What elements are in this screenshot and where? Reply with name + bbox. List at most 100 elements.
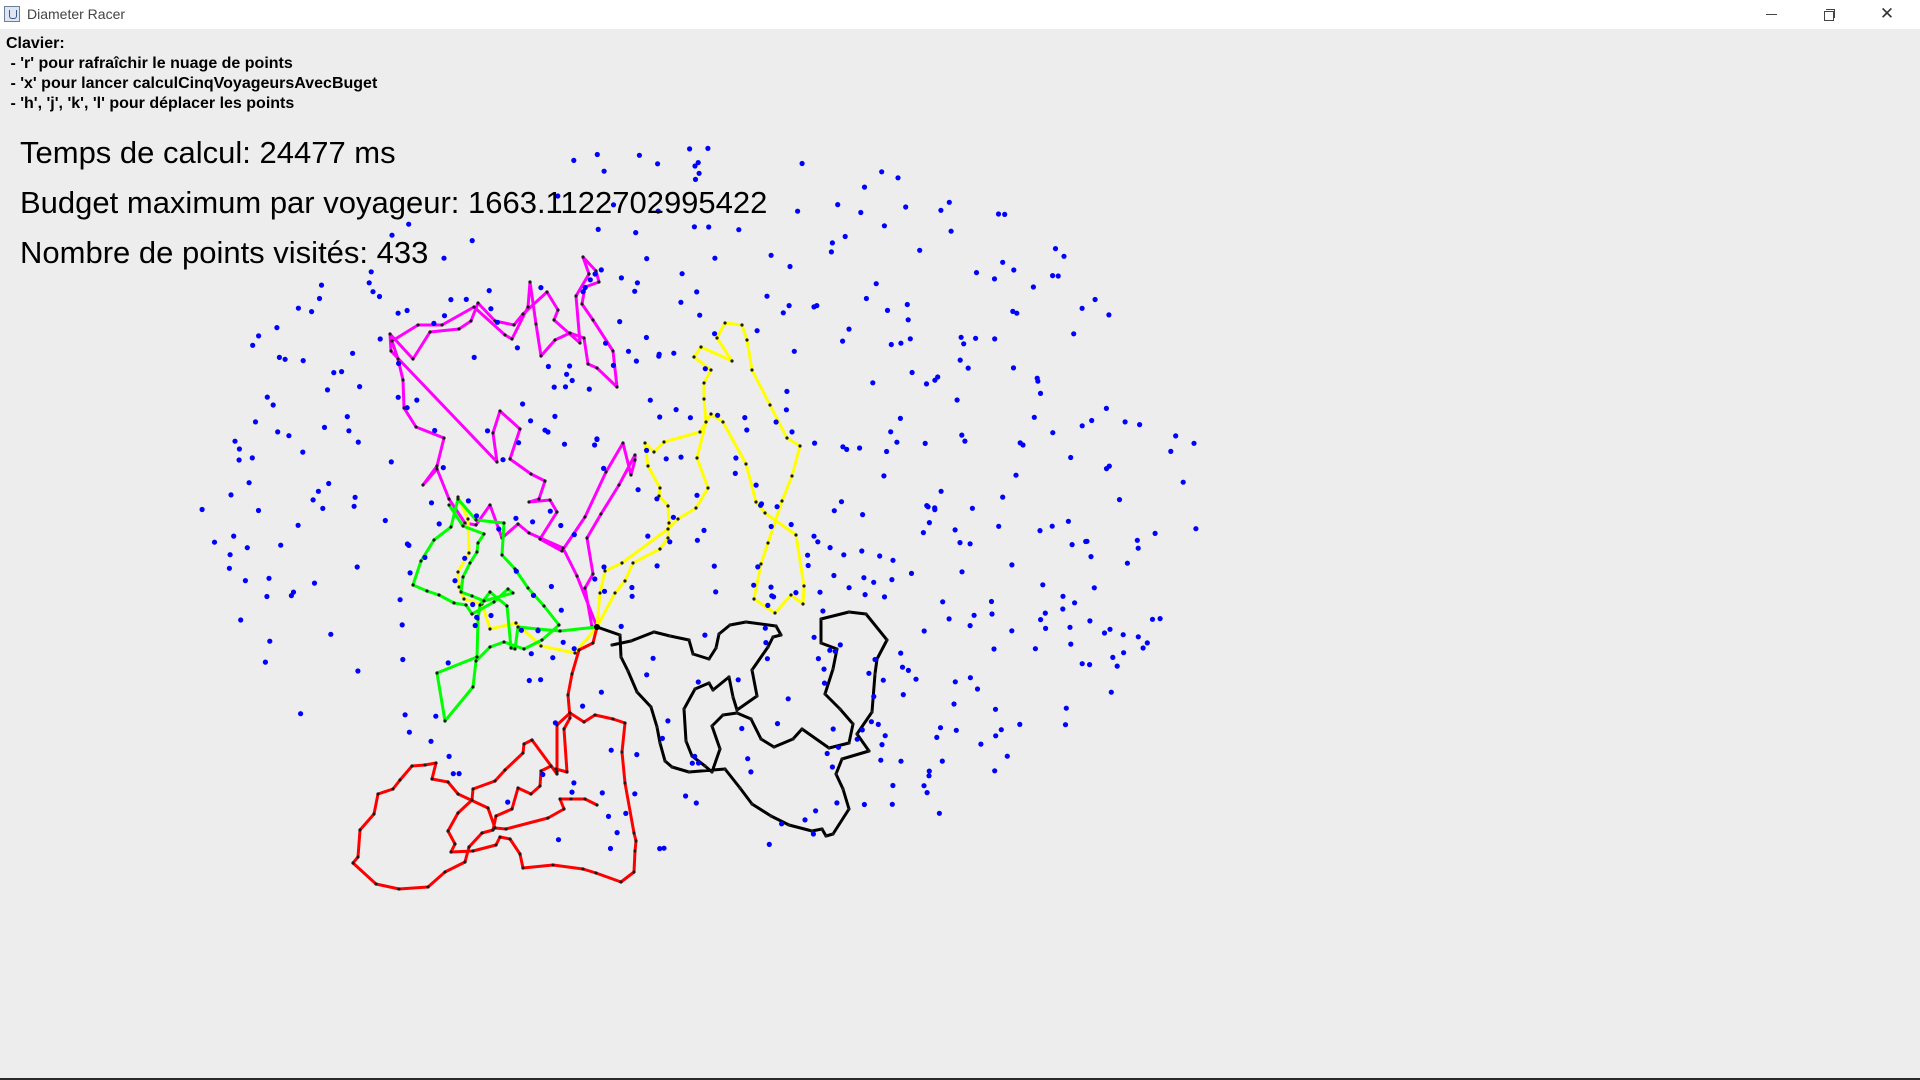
cloud-point — [921, 783, 927, 789]
cloud-point — [355, 439, 361, 445]
cloud-point — [1173, 433, 1179, 439]
route-vertex — [855, 732, 859, 736]
route-vertex — [470, 594, 474, 598]
cloud-point — [406, 221, 412, 227]
cloud-point — [1087, 662, 1093, 668]
cloud-point — [1106, 312, 1112, 318]
cloud-point — [712, 331, 718, 337]
cloud-point — [952, 527, 958, 533]
maximize-button[interactable] — [1800, 0, 1858, 29]
route-vertex — [711, 688, 715, 692]
route-vertex — [494, 814, 498, 818]
cloud-point — [654, 563, 660, 569]
route-vertex — [864, 612, 868, 616]
route-vertex — [693, 687, 697, 691]
route-vertex — [560, 549, 564, 553]
cloud-point — [846, 585, 852, 591]
route-vertex — [727, 675, 731, 679]
route-vertex — [440, 323, 444, 327]
route-vertex — [500, 553, 504, 557]
cloud-point — [226, 565, 232, 571]
cloud-point — [1107, 626, 1113, 632]
route-vertex — [472, 305, 476, 309]
route-vertex — [735, 708, 739, 712]
cloud-point — [256, 333, 262, 339]
cloud-point — [567, 363, 573, 369]
cloud-point — [1180, 479, 1186, 485]
route-vertex — [488, 627, 492, 631]
cloud-point — [377, 336, 383, 342]
cloud-point — [587, 277, 593, 283]
route-vertex — [768, 403, 772, 407]
route-vertex — [779, 633, 783, 637]
route-vertex — [562, 807, 566, 811]
cloud-point — [1122, 419, 1128, 425]
cloud-point — [346, 428, 352, 434]
cloud-point — [618, 623, 624, 630]
route-vertex — [676, 517, 680, 521]
route-vertex — [621, 441, 625, 445]
route-vertex — [456, 497, 460, 501]
cloud-point — [548, 583, 555, 590]
cloud-point — [1010, 308, 1016, 314]
cloud-point — [923, 381, 930, 387]
route-vertex — [554, 767, 558, 771]
cloud-point — [811, 634, 817, 640]
minimize-button[interactable] — [1742, 0, 1800, 29]
route-vertex — [457, 327, 461, 331]
cloud-point — [884, 448, 890, 455]
route-vertex — [463, 860, 467, 864]
cloud-point — [831, 508, 837, 514]
cloud-point — [601, 465, 607, 471]
cloud-point — [926, 768, 932, 774]
cloud-point — [817, 589, 823, 595]
route-vertex — [372, 812, 376, 816]
cloud-point — [859, 727, 865, 733]
route-vertex — [745, 338, 749, 342]
cloud-point — [472, 622, 478, 629]
route-vertex — [691, 652, 695, 656]
cloud-point — [526, 677, 532, 684]
cloud-point — [199, 506, 205, 513]
cloud-point — [432, 427, 438, 434]
route-vertex — [744, 462, 748, 466]
route-vertex — [735, 711, 739, 715]
route-vertex — [847, 610, 851, 614]
points-layer — [199, 145, 1199, 852]
cloud-point — [366, 280, 372, 286]
close-button[interactable]: ✕ — [1858, 0, 1916, 29]
cloud-point — [973, 335, 979, 341]
route-vertex — [562, 727, 566, 731]
route-vertex — [798, 444, 802, 448]
cloud-point — [1108, 689, 1114, 695]
cloud-point — [456, 771, 462, 777]
cloud-point — [831, 572, 837, 579]
route-vertex — [391, 787, 395, 791]
route-vertex — [704, 420, 708, 424]
cloud-point — [815, 539, 821, 545]
cloud-point — [351, 503, 357, 509]
route-vertex — [702, 397, 706, 401]
route-vertex — [750, 368, 754, 372]
drawing-canvas[interactable]: Clavier: - 'r' pour rafraîchir le nuage … — [0, 29, 1920, 1078]
route-vertex — [668, 634, 672, 638]
cloud-point — [1144, 640, 1150, 646]
cloud-point — [715, 412, 721, 418]
cloud-point — [1087, 618, 1093, 624]
route-vertex — [510, 807, 514, 811]
route-vertex — [802, 584, 806, 588]
close-icon: ✕ — [1879, 4, 1895, 24]
route-vertex — [766, 645, 770, 649]
route-vertex — [774, 624, 778, 628]
route-vertex — [709, 368, 713, 372]
cloud-point — [357, 384, 363, 390]
route-vertex — [482, 532, 486, 536]
route-vertex — [452, 601, 456, 605]
cloud-point — [1030, 284, 1036, 290]
cloud-point — [592, 442, 598, 448]
cloud-point — [625, 348, 632, 354]
cloud-point — [967, 541, 973, 547]
cloud-point — [1060, 593, 1066, 599]
cloud-point — [295, 305, 301, 311]
cloud-point — [935, 374, 941, 380]
